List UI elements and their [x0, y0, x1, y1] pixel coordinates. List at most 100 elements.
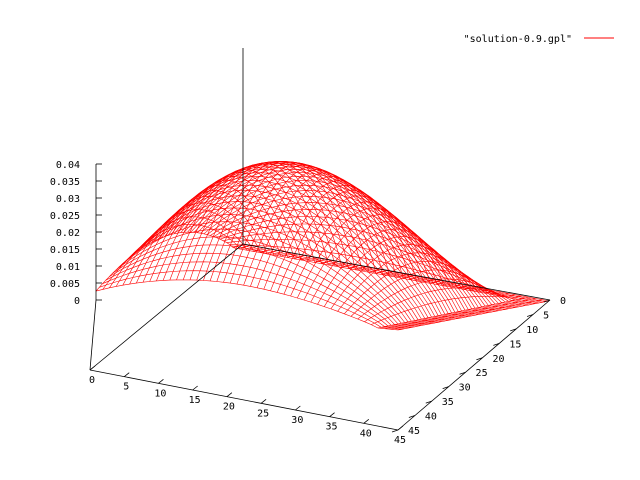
mesh-line-x-41	[371, 295, 522, 325]
back-x-edge	[89, 243, 244, 371]
mesh-line-y-7	[118, 221, 422, 326]
x-tick-label-10: 10	[154, 388, 166, 399]
x-tick-20	[226, 392, 233, 397]
mesh-line-x-4	[122, 202, 271, 286]
mesh-line-y-42	[233, 247, 539, 304]
x-tick-30	[295, 405, 301, 411]
x-tick-label-25: 25	[257, 408, 269, 419]
z-tick-label-0.015: 0.015	[50, 245, 80, 256]
y-tick-label-25: 25	[476, 368, 488, 379]
x-tick-label-45: 45	[394, 435, 406, 446]
mesh-line-x-3	[115, 209, 264, 287]
mesh-line-y-32	[200, 185, 506, 310]
y-tick-label-15: 15	[509, 339, 521, 350]
mesh-line-y-20	[161, 162, 466, 318]
mesh-line-y-31	[197, 180, 503, 311]
x-tick-45	[397, 425, 404, 431]
mesh-line-y-1	[99, 270, 402, 330]
mesh-line-y-8	[121, 214, 425, 326]
mesh-line-y-4	[108, 244, 412, 328]
mesh-line-x-23	[250, 172, 400, 287]
mesh-line-x-34	[323, 236, 475, 307]
mesh-line-y-3	[105, 252, 409, 329]
mesh-line-y-40	[226, 239, 533, 305]
mesh-line-y-44	[239, 244, 546, 302]
y-tick-label-20: 20	[492, 354, 504, 365]
mesh-line-x-27	[276, 190, 427, 293]
mesh-line-y-11	[131, 195, 435, 324]
y-tick-15	[493, 342, 500, 346]
mesh-line-x-45	[397, 300, 550, 331]
legend-label: "solution-0.9.gpl"	[464, 34, 572, 45]
mesh-line-x-35	[330, 244, 482, 310]
mesh-line-y-24	[174, 161, 479, 315]
mesh-line-y-6	[115, 228, 419, 327]
mesh-line-y-13	[138, 184, 442, 322]
mesh-line-x-2	[109, 216, 257, 288]
y-tick-20	[476, 357, 483, 361]
y-tick-40	[408, 415, 416, 418]
mesh-line-x-43	[384, 298, 536, 329]
y-tick-label-0: 0	[560, 296, 566, 307]
y-tick-0	[543, 299, 551, 303]
x-tick-40	[363, 419, 370, 424]
mesh-line-x-24	[256, 176, 407, 288]
y-tick-45	[391, 429, 399, 433]
y-tick-label-5: 5	[543, 310, 549, 321]
mesh-line-x-39	[357, 278, 509, 320]
mesh-line-y-2	[102, 261, 405, 329]
x-tick-0	[89, 365, 96, 371]
mesh-line-y-43	[236, 246, 543, 303]
x-tick-label-40: 40	[360, 428, 372, 439]
mesh-line-y-39	[223, 231, 529, 306]
y-axis-line	[397, 299, 551, 431]
mesh-line-x-42	[377, 296, 529, 329]
mesh-line-x-9	[156, 175, 305, 282]
mesh-line-x-36	[337, 252, 488, 312]
mesh-line-y-36	[213, 208, 519, 308]
y-tick-35	[425, 400, 432, 404]
x-tick-label-15: 15	[189, 395, 201, 406]
mesh-line-y-9	[125, 207, 429, 325]
z-axis-foot	[89, 299, 97, 371]
mesh-line-y-38	[220, 223, 526, 306]
x-tick-label-35: 35	[326, 422, 338, 433]
surface-mesh	[95, 160, 550, 331]
x-tick-35	[329, 412, 335, 417]
mesh-line-y-0	[95, 279, 399, 331]
mesh-line-y-5	[112, 236, 415, 328]
mesh-line-x-6	[136, 190, 284, 284]
mesh-line-y-26	[180, 164, 486, 314]
z-tick-label-0.03: 0.03	[56, 194, 80, 205]
z-tick-label-0.01: 0.01	[56, 262, 80, 273]
x-tick-label-20: 20	[223, 402, 235, 413]
mesh-line-y-35	[210, 202, 516, 308]
mesh-line-y-27	[183, 166, 489, 313]
x-tick-10	[158, 379, 164, 384]
mesh-line-y-29	[190, 172, 496, 312]
mesh-line-y-30	[193, 175, 499, 311]
x-axis-line	[89, 369, 399, 431]
z-tick-label-0.025: 0.025	[50, 211, 80, 222]
x-tick-label-30: 30	[291, 415, 303, 426]
axes: 05101520253035404505101520253035404500.0…	[50, 48, 566, 446]
z-tick-label-0.005: 0.005	[50, 279, 80, 290]
legend: "solution-0.9.gpl"	[464, 34, 614, 45]
mesh-line-x-28	[283, 195, 434, 295]
y-tick-label-40: 40	[425, 412, 437, 423]
mesh-line-y-22	[167, 161, 472, 317]
z-tick-label-0: 0	[74, 296, 80, 307]
y-tick-label-30: 30	[459, 383, 471, 394]
y-tick-10	[510, 328, 517, 332]
y-tick-label-10: 10	[526, 325, 538, 336]
y-tick-30	[442, 386, 449, 390]
x-tick-label-0: 0	[89, 375, 95, 386]
x-tick-15	[192, 385, 198, 391]
mesh-line-y-41	[229, 244, 536, 304]
mesh-line-x-29	[290, 201, 441, 297]
mesh-line-x-7	[142, 185, 291, 283]
x-tick-25	[260, 399, 267, 404]
z-tick-label-0.04: 0.04	[56, 160, 80, 171]
x-tick-5	[123, 372, 130, 377]
